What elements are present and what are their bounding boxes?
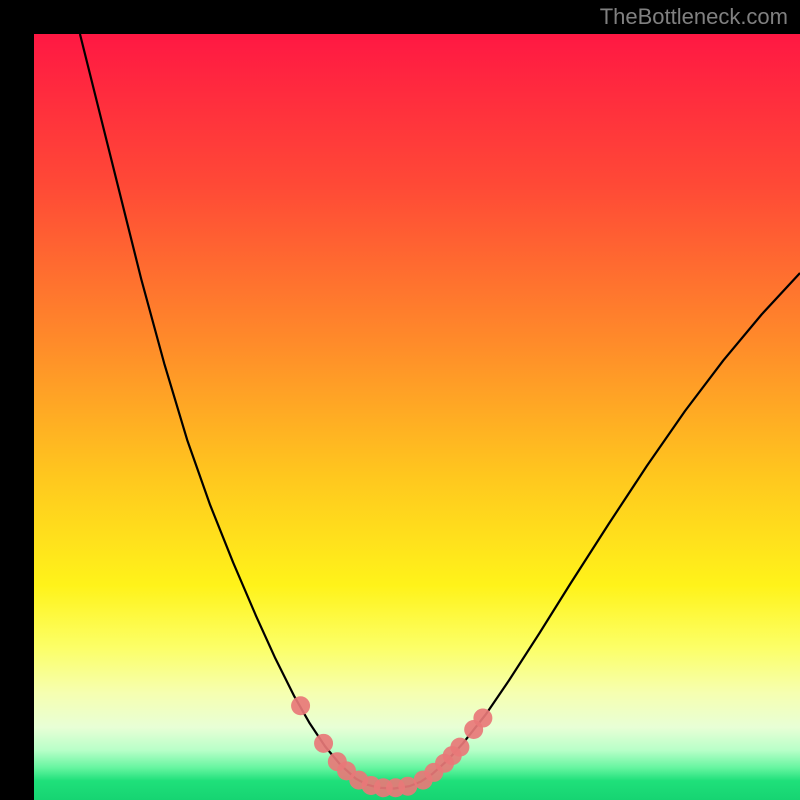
watermark-text: TheBottleneck.com: [600, 4, 788, 30]
marker-dot: [314, 734, 333, 753]
marker-dot: [450, 738, 469, 757]
marker-dot: [291, 696, 310, 715]
chart-svg: [34, 34, 800, 800]
plot-area: [34, 34, 800, 800]
marker-dot: [473, 709, 492, 728]
chart-container: TheBottleneck.com: [0, 0, 800, 800]
